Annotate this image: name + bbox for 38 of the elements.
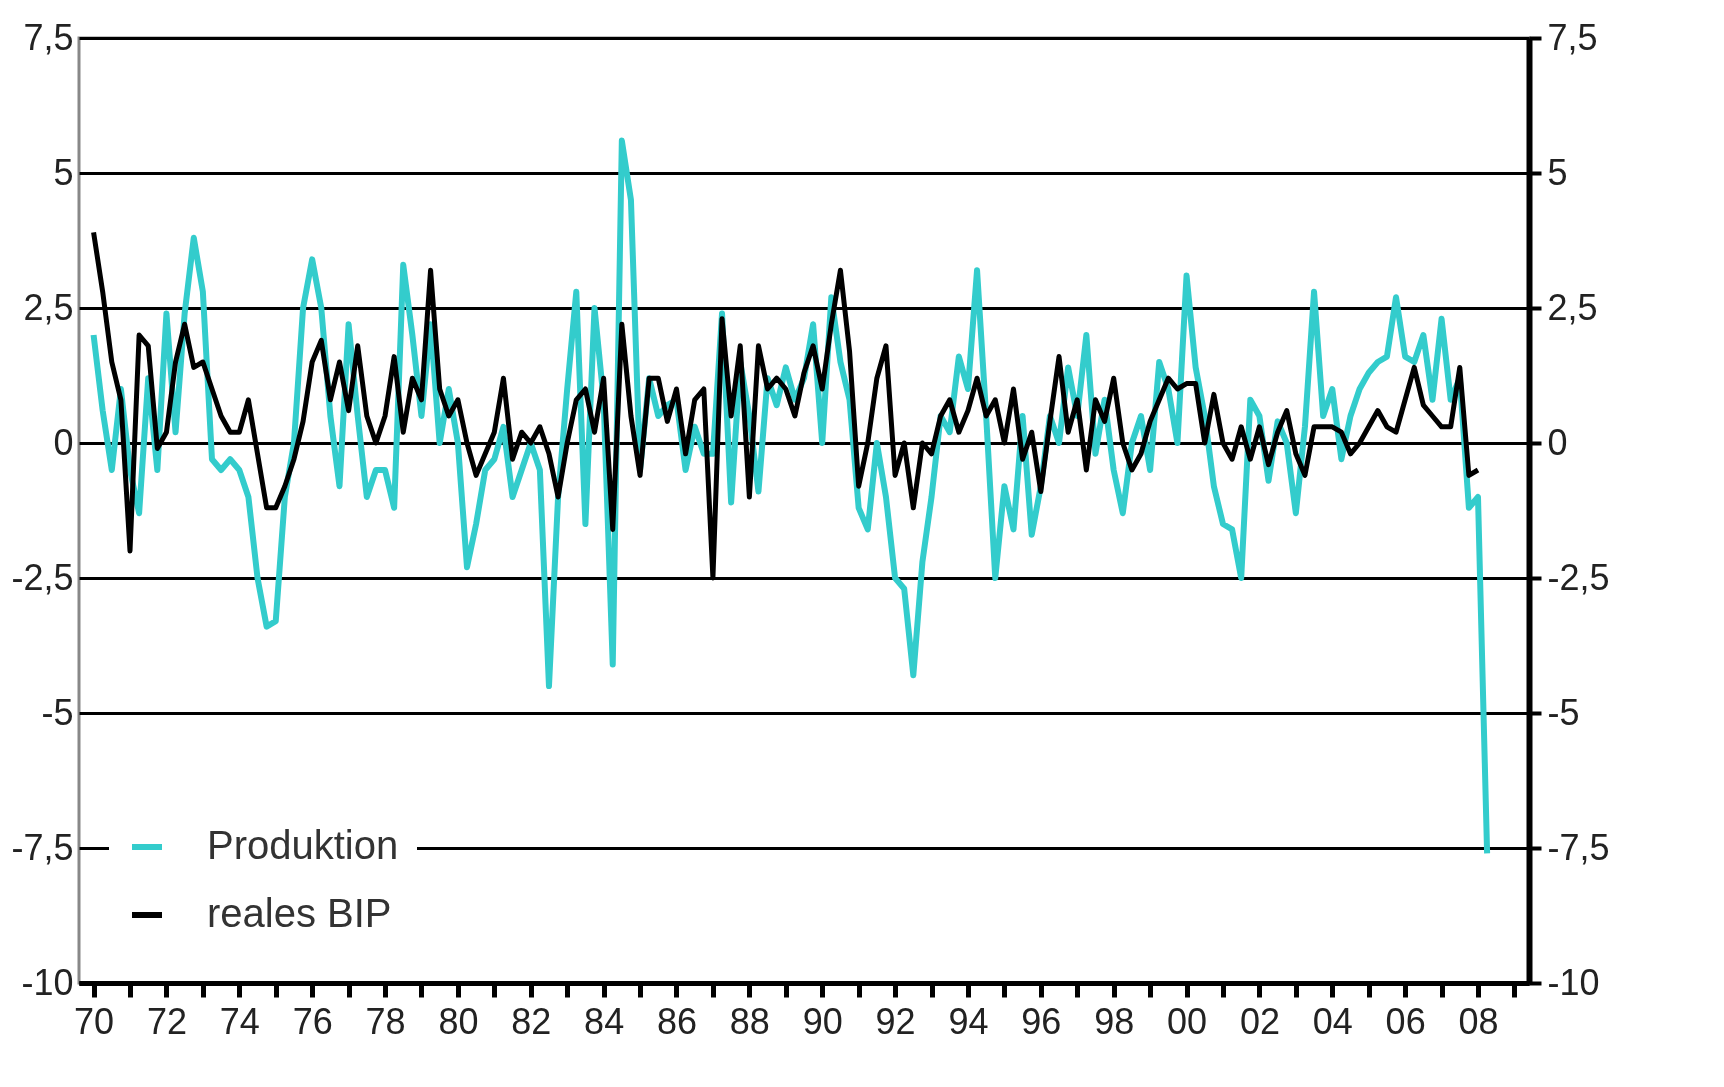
- x-tick-label: 04: [1312, 1000, 1353, 1042]
- x-tick-label: 76: [292, 1000, 333, 1042]
- x-tick-label: 70: [74, 1000, 115, 1042]
- y-tick-label: 0: [53, 421, 74, 463]
- x-tick-label: 82: [511, 1000, 552, 1042]
- y-tick-label: 7,5: [23, 16, 74, 58]
- y-tick-label: 2,5: [23, 286, 74, 328]
- x-tick-label: 06: [1385, 1000, 1426, 1042]
- y2-tick-label: 2,5: [1547, 286, 1598, 328]
- y2-tick-label: -10: [1547, 961, 1600, 1003]
- legend-label: reales BIP: [207, 891, 392, 935]
- y-tick-label: -2,5: [11, 556, 74, 598]
- y2-tick-label: 0: [1547, 421, 1568, 463]
- y-tick-label: -10: [21, 961, 74, 1003]
- x-tick-label: 88: [729, 1000, 770, 1042]
- x-tick-label: 86: [656, 1000, 698, 1042]
- x-tick-label: 08: [1458, 1000, 1499, 1042]
- x-tick-label: 78: [365, 1000, 406, 1042]
- x-tick-label: 94: [948, 1000, 989, 1042]
- y2-tick-label: -7,5: [1547, 826, 1610, 868]
- y-tick-label: 5: [53, 151, 74, 193]
- x-tick-label: 92: [875, 1000, 916, 1042]
- x-tick-label: 98: [1094, 1000, 1135, 1042]
- y2-tick-label: 5: [1547, 151, 1568, 193]
- x-tick-label: 00: [1167, 1000, 1208, 1042]
- y2-tick-label: -2,5: [1547, 556, 1610, 598]
- y-tick-label: -7,5: [11, 826, 74, 868]
- x-tick-label: 96: [1021, 1000, 1062, 1042]
- y-tick-label: -5: [41, 691, 74, 733]
- x-tick-label: 80: [438, 1000, 479, 1042]
- x-tick-label: 02: [1239, 1000, 1280, 1042]
- legend-label: Produktion: [207, 823, 399, 867]
- x-tick-label: 90: [802, 1000, 843, 1042]
- x-tick-label: 72: [146, 1000, 187, 1042]
- x-tick-label: 84: [584, 1000, 625, 1042]
- y2-tick-label: 7,5: [1547, 16, 1598, 58]
- y2-tick-label: -5: [1547, 691, 1580, 733]
- x-tick-label: 74: [219, 1000, 260, 1042]
